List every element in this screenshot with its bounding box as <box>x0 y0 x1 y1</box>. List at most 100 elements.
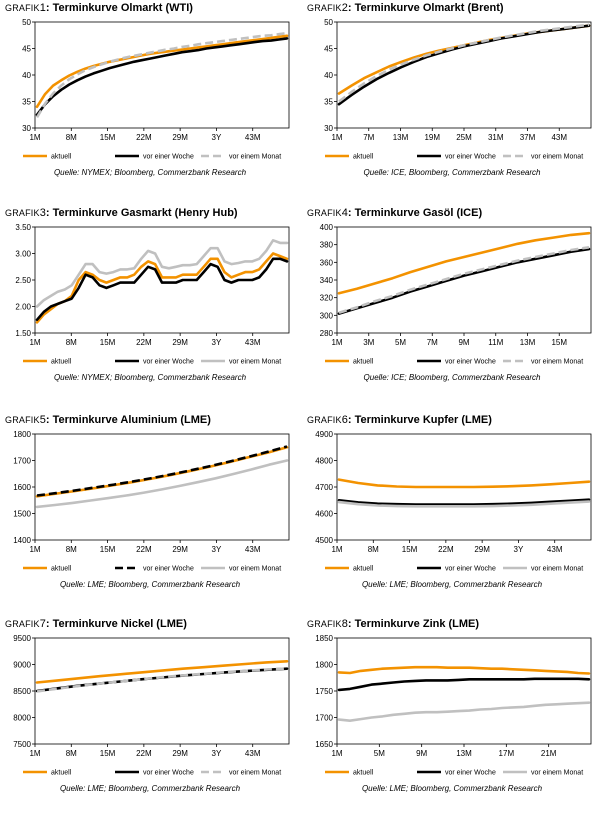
y-tick-label: 8500 <box>13 687 31 696</box>
y-tick-label: 4500 <box>315 536 333 545</box>
series-line-3 <box>35 31 288 119</box>
y-tick-label: 4700 <box>315 483 333 492</box>
figure-number: 6 <box>341 414 348 426</box>
series-line-1 <box>337 665 591 675</box>
y-tick-label: 9000 <box>13 661 31 670</box>
y-tick-label: 1.50 <box>15 329 31 338</box>
x-tick-label: 29M <box>172 749 188 758</box>
legend-label: vor einem Monat <box>229 770 281 777</box>
x-tick-label: 15M <box>100 338 116 347</box>
chart-title-text: Terminkurve Olmarkt (Brent) <box>354 2 504 14</box>
figure-prefix: GRAFIK <box>307 208 342 218</box>
x-tick-label: 13M <box>520 338 536 347</box>
x-tick-label: 22M <box>136 338 152 347</box>
x-tick-label: 15M <box>100 133 116 142</box>
y-tick-label: 340 <box>320 276 334 285</box>
x-tick-label: 1M <box>331 749 342 758</box>
x-tick-label: 3Y <box>212 545 222 554</box>
figure-prefix: GRAFIK <box>5 208 40 218</box>
y-tick-label: 3.00 <box>15 250 31 259</box>
series-line-3 <box>337 500 591 508</box>
x-tick-label: 9M <box>458 338 469 347</box>
series-line-1 <box>35 659 289 684</box>
x-tick-label: 15M <box>551 338 567 347</box>
legend-label: vor einem Monat <box>531 359 583 366</box>
x-tick-label: 43M <box>551 133 567 142</box>
legend-label: vor einer Woche <box>143 770 194 777</box>
x-tick-label: 1M <box>331 545 342 554</box>
legend-label: vor einem Monat <box>229 566 281 573</box>
y-tick-label: 1500 <box>13 510 31 519</box>
chart-title: GRAFIK8: Terminkurve Zink (LME) <box>307 618 480 630</box>
series-line-1 <box>35 34 289 109</box>
y-tick-label: 45 <box>324 45 333 54</box>
chart-source: Quelle: NYMEX; Bloomberg, Commerzbank Re… <box>53 373 247 382</box>
y-tick-label: 380 <box>320 241 334 250</box>
y-tick-label: 1700 <box>13 457 31 466</box>
x-tick-label: 13M <box>393 133 409 142</box>
chart-panel-2: GRAFIK2: Terminkurve Olmarkt (Brent) 30 35… <box>307 2 597 204</box>
x-tick-label: 1M <box>29 749 40 758</box>
x-tick-label: 43M <box>245 545 261 554</box>
series-line-1 <box>35 252 289 324</box>
plot-frame <box>34 637 290 745</box>
y-tick-label: 2.00 <box>15 303 31 312</box>
chart-title-text: Terminkurve Zink (LME) <box>354 618 480 630</box>
series-line-3 <box>337 701 591 722</box>
line-chart: 280 300 320 340 360 380 400 1M 3M 5M 7M 9M 11M 13M 15M… <box>320 223 592 366</box>
y-tick-label: 4600 <box>315 510 333 519</box>
x-tick-label: 19M <box>424 133 440 142</box>
figure-number: 7 <box>39 618 46 630</box>
x-tick-label: 15M <box>100 545 116 554</box>
chart-panel-4: GRAFIK4: Terminkurve Gasöl (ICE) 280 300 32… <box>307 207 597 409</box>
x-tick-label: 22M <box>136 749 152 758</box>
x-tick-label: 22M <box>438 545 454 554</box>
x-tick-label: 1M <box>331 133 342 142</box>
x-tick-label: 7M <box>427 338 438 347</box>
x-tick-label: 25M <box>456 133 472 142</box>
y-tick-label: 50 <box>22 18 31 27</box>
x-tick-label: 8M <box>66 133 77 142</box>
series-line-2 <box>36 445 288 497</box>
y-tick-label: 1400 <box>13 536 31 545</box>
y-tick-label: 400 <box>320 223 334 232</box>
x-tick-label: 3Y <box>514 545 524 554</box>
series-line-1 <box>337 24 591 95</box>
y-tick-label: 4900 <box>315 430 333 439</box>
y-tick-label: 1850 <box>315 634 333 643</box>
x-tick-label: 8M <box>66 545 77 554</box>
legend-label: vor einem Monat <box>229 359 281 366</box>
chart-panel-8: GRAFIK8: Terminkurve Zink (LME) 1650 1700 1… <box>307 618 597 820</box>
figure-number: 5 <box>39 414 46 426</box>
x-tick-label: 15M <box>402 545 418 554</box>
x-tick-label: 21M <box>541 749 557 758</box>
x-tick-label: 5M <box>374 749 385 758</box>
figure-prefix: GRAFIK <box>307 619 342 629</box>
chart-title: GRAFIK1: Terminkurve Olmarkt (WTI) <box>5 2 193 14</box>
figure-number: 2 <box>341 2 348 14</box>
x-tick-label: 29M <box>172 338 188 347</box>
y-tick-label: 2.50 <box>15 276 31 285</box>
series-line-1 <box>337 231 591 295</box>
chart-source: Quelle: LME; Bloomberg, Commerzbank Rese… <box>361 580 543 589</box>
series-line-2 <box>337 677 591 692</box>
legend-label: vor einem Monat <box>531 566 583 573</box>
y-tick-label: 30 <box>22 124 31 133</box>
series-line-3 <box>338 246 590 314</box>
legend-label: vor einer Woche <box>143 154 194 161</box>
x-tick-label: 29M <box>474 545 490 554</box>
x-tick-label: 8M <box>66 749 77 758</box>
x-tick-label: 29M <box>172 545 188 554</box>
x-tick-label: 17M <box>499 749 515 758</box>
y-tick-label: 40 <box>22 71 31 80</box>
y-tick-label: 50 <box>324 18 333 27</box>
line-chart: 30 35 40 45 50 1M 7M 13M 19M 25M 31M 37M 43M aktuell v… <box>324 18 592 161</box>
x-tick-label: 3M <box>363 338 374 347</box>
y-tick-label: 35 <box>324 98 333 107</box>
x-tick-label: 22M <box>136 545 152 554</box>
x-tick-label: 15M <box>100 749 116 758</box>
x-tick-label: 1M <box>29 545 40 554</box>
x-tick-label: 8M <box>66 338 77 347</box>
y-tick-label: 1600 <box>13 483 31 492</box>
line-chart: 4500 4600 4700 4800 4900 1M 8M 15M 22M 29M 3Y 43M ak… <box>315 430 592 573</box>
